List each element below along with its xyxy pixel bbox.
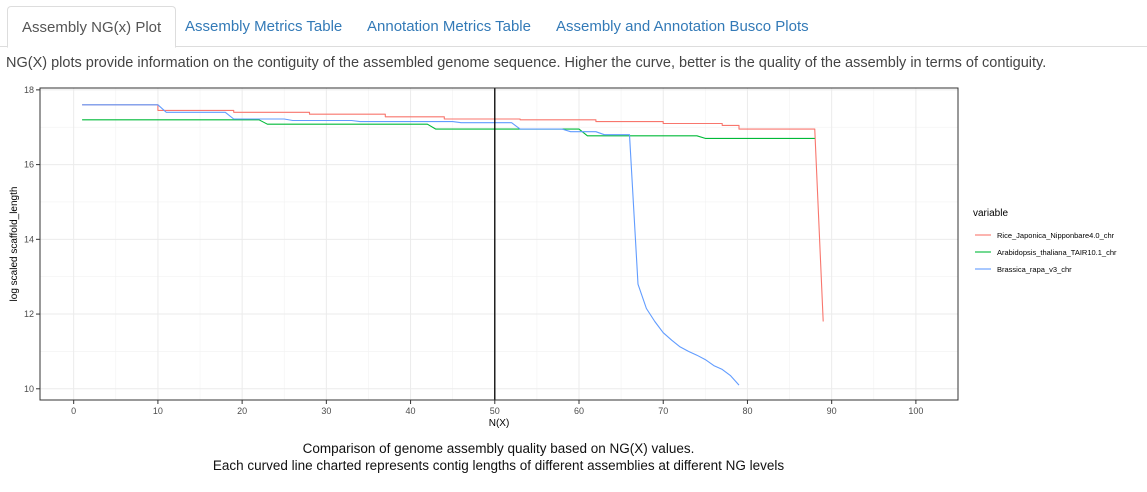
plot-panel <box>40 88 958 400</box>
series-line-2 <box>82 119 815 139</box>
series-line-3 <box>82 104 740 386</box>
ngx-chart: 0 10 20 30 40 50 60 70 80 90 100 10 12 14 16 18 N(X) log … <box>9 85 1117 429</box>
x-tick-label: 80 <box>742 406 752 416</box>
y-tick-label: 10 <box>24 384 34 394</box>
y-tick-label: 12 <box>24 309 34 319</box>
x-tick-label: 90 <box>827 406 837 416</box>
plot-description: NG(X) plots provide information on the c… <box>6 55 1047 71</box>
series-line-1 <box>82 104 824 322</box>
tab-assembly-ngx-plot[interactable]: Assembly NG(x) Plot <box>7 6 177 48</box>
plot-border <box>39 87 959 401</box>
x-tick-label: 40 <box>406 406 416 416</box>
legend-label-1: Rice_Japonica_Nipponbare4.0_chr <box>997 231 1115 240</box>
x-tick-label: 0 <box>71 406 76 416</box>
y-tick-label: 18 <box>24 85 34 95</box>
caption-line-2: Each curved line charted represents cont… <box>212 458 785 473</box>
y-axis-title: log scaled scaffold_length <box>9 187 20 302</box>
tab-assembly-metrics-table[interactable]: Assembly Metrics Table <box>185 18 343 35</box>
y-tick-label: 16 <box>24 160 34 170</box>
x-tick-label: 10 <box>153 406 163 416</box>
legend-label-2: Arabidopsis_thaliana_TAIR10.1_chr <box>997 248 1117 257</box>
x-tick-label: 70 <box>658 406 668 416</box>
legend-title: variable <box>973 208 1008 219</box>
tab-busco-plots[interactable]: Assembly and Annotation Busco Plots <box>556 18 809 35</box>
tab-bar: Assembly NG(x) Plot Assembly Metrics Tab… <box>0 0 1147 48</box>
caption-line-1: Comparison of genome assembly quality ba… <box>302 441 695 456</box>
x-tick-label: 30 <box>321 406 331 416</box>
x-tick-label: 100 <box>908 406 923 416</box>
x-tick-label: 60 <box>574 406 584 416</box>
legend-label-3: Brassica_rapa_v3_chr <box>997 265 1072 274</box>
x-tick-label: 20 <box>237 406 247 416</box>
x-tick-label: 50 <box>490 406 500 416</box>
x-axis-title: N(X) <box>489 418 510 429</box>
y-tick-label: 14 <box>24 234 34 244</box>
tab-annotation-metrics-table[interactable]: Annotation Metrics Table <box>367 18 531 35</box>
